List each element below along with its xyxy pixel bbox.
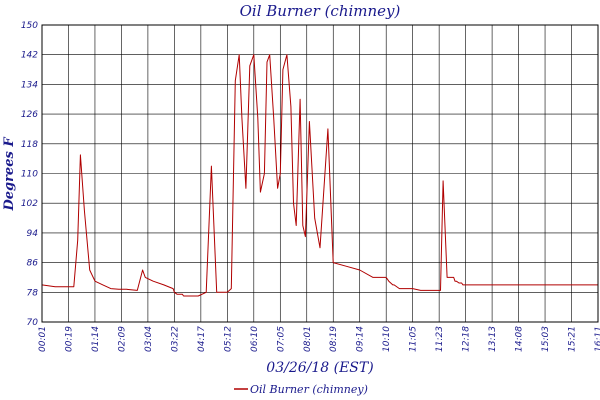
x-tick-label: 16:11 <box>594 326 600 352</box>
y-tick-label: 142 <box>21 51 38 61</box>
x-tick-label: 05:12 <box>223 326 233 352</box>
x-tick-label: 08:01 <box>303 326 313 352</box>
y-axis-label: Degrees F <box>2 137 17 212</box>
x-tick-label: 13:13 <box>488 326 498 352</box>
legend: Oil Burner (chimney) <box>234 383 368 396</box>
x-tick-label: 10:10 <box>382 326 392 352</box>
x-tick-label: 03:04 <box>144 326 154 352</box>
y-tick-label: 110 <box>21 170 38 180</box>
x-tick-label: 15:03 <box>541 326 551 352</box>
plot-area <box>41 24 599 323</box>
y-tick-label: 94 <box>27 229 39 239</box>
x-tick-label: 14:08 <box>515 326 525 352</box>
y-tick-label: 70 <box>27 318 39 328</box>
y-tick-label: 126 <box>21 110 38 120</box>
x-tick-label: 11:05 <box>409 326 419 352</box>
y-ticks: 70 78 86 94 102 110 118 126 134 142 150 <box>21 21 38 328</box>
x-tick-label: 15:21 <box>568 326 578 352</box>
y-tick-label: 134 <box>21 80 38 90</box>
grid <box>41 24 599 323</box>
chart-title: Oil Burner (chimney) <box>240 2 401 20</box>
x-tick-label: 04:17 <box>197 326 207 352</box>
series-line <box>41 54 598 297</box>
x-tick-label: 00:19 <box>64 326 74 352</box>
x-axis-label: 03/26/18 (EST) <box>266 360 373 376</box>
y-tick-label: 78 <box>27 288 39 298</box>
x-tick-label: 07:05 <box>276 326 286 352</box>
y-tick-label: 118 <box>21 140 38 150</box>
x-tick-label: 09:14 <box>356 326 366 352</box>
x-tick-label: 06:10 <box>250 326 260 352</box>
x-tick-label: 02:09 <box>117 326 127 352</box>
y-tick-label: 150 <box>21 21 38 31</box>
x-tick-label: 12:18 <box>462 326 472 352</box>
x-tick-label: 00:01 <box>38 326 48 352</box>
x-tick-label: 01:14 <box>91 326 101 352</box>
y-tick-label: 86 <box>27 259 39 269</box>
legend-entry: Oil Burner (chimney) <box>250 383 368 396</box>
y-tick-label: 102 <box>21 199 38 209</box>
x-tick-label: 03:22 <box>170 326 180 352</box>
x-tick-label: 08:19 <box>329 326 339 352</box>
series <box>41 54 598 297</box>
x-tick-label: 11:23 <box>435 326 445 352</box>
x-ticks: 00:01 00:19 01:14 02:09 03:04 03:22 04:17 05:12… <box>38 326 600 352</box>
